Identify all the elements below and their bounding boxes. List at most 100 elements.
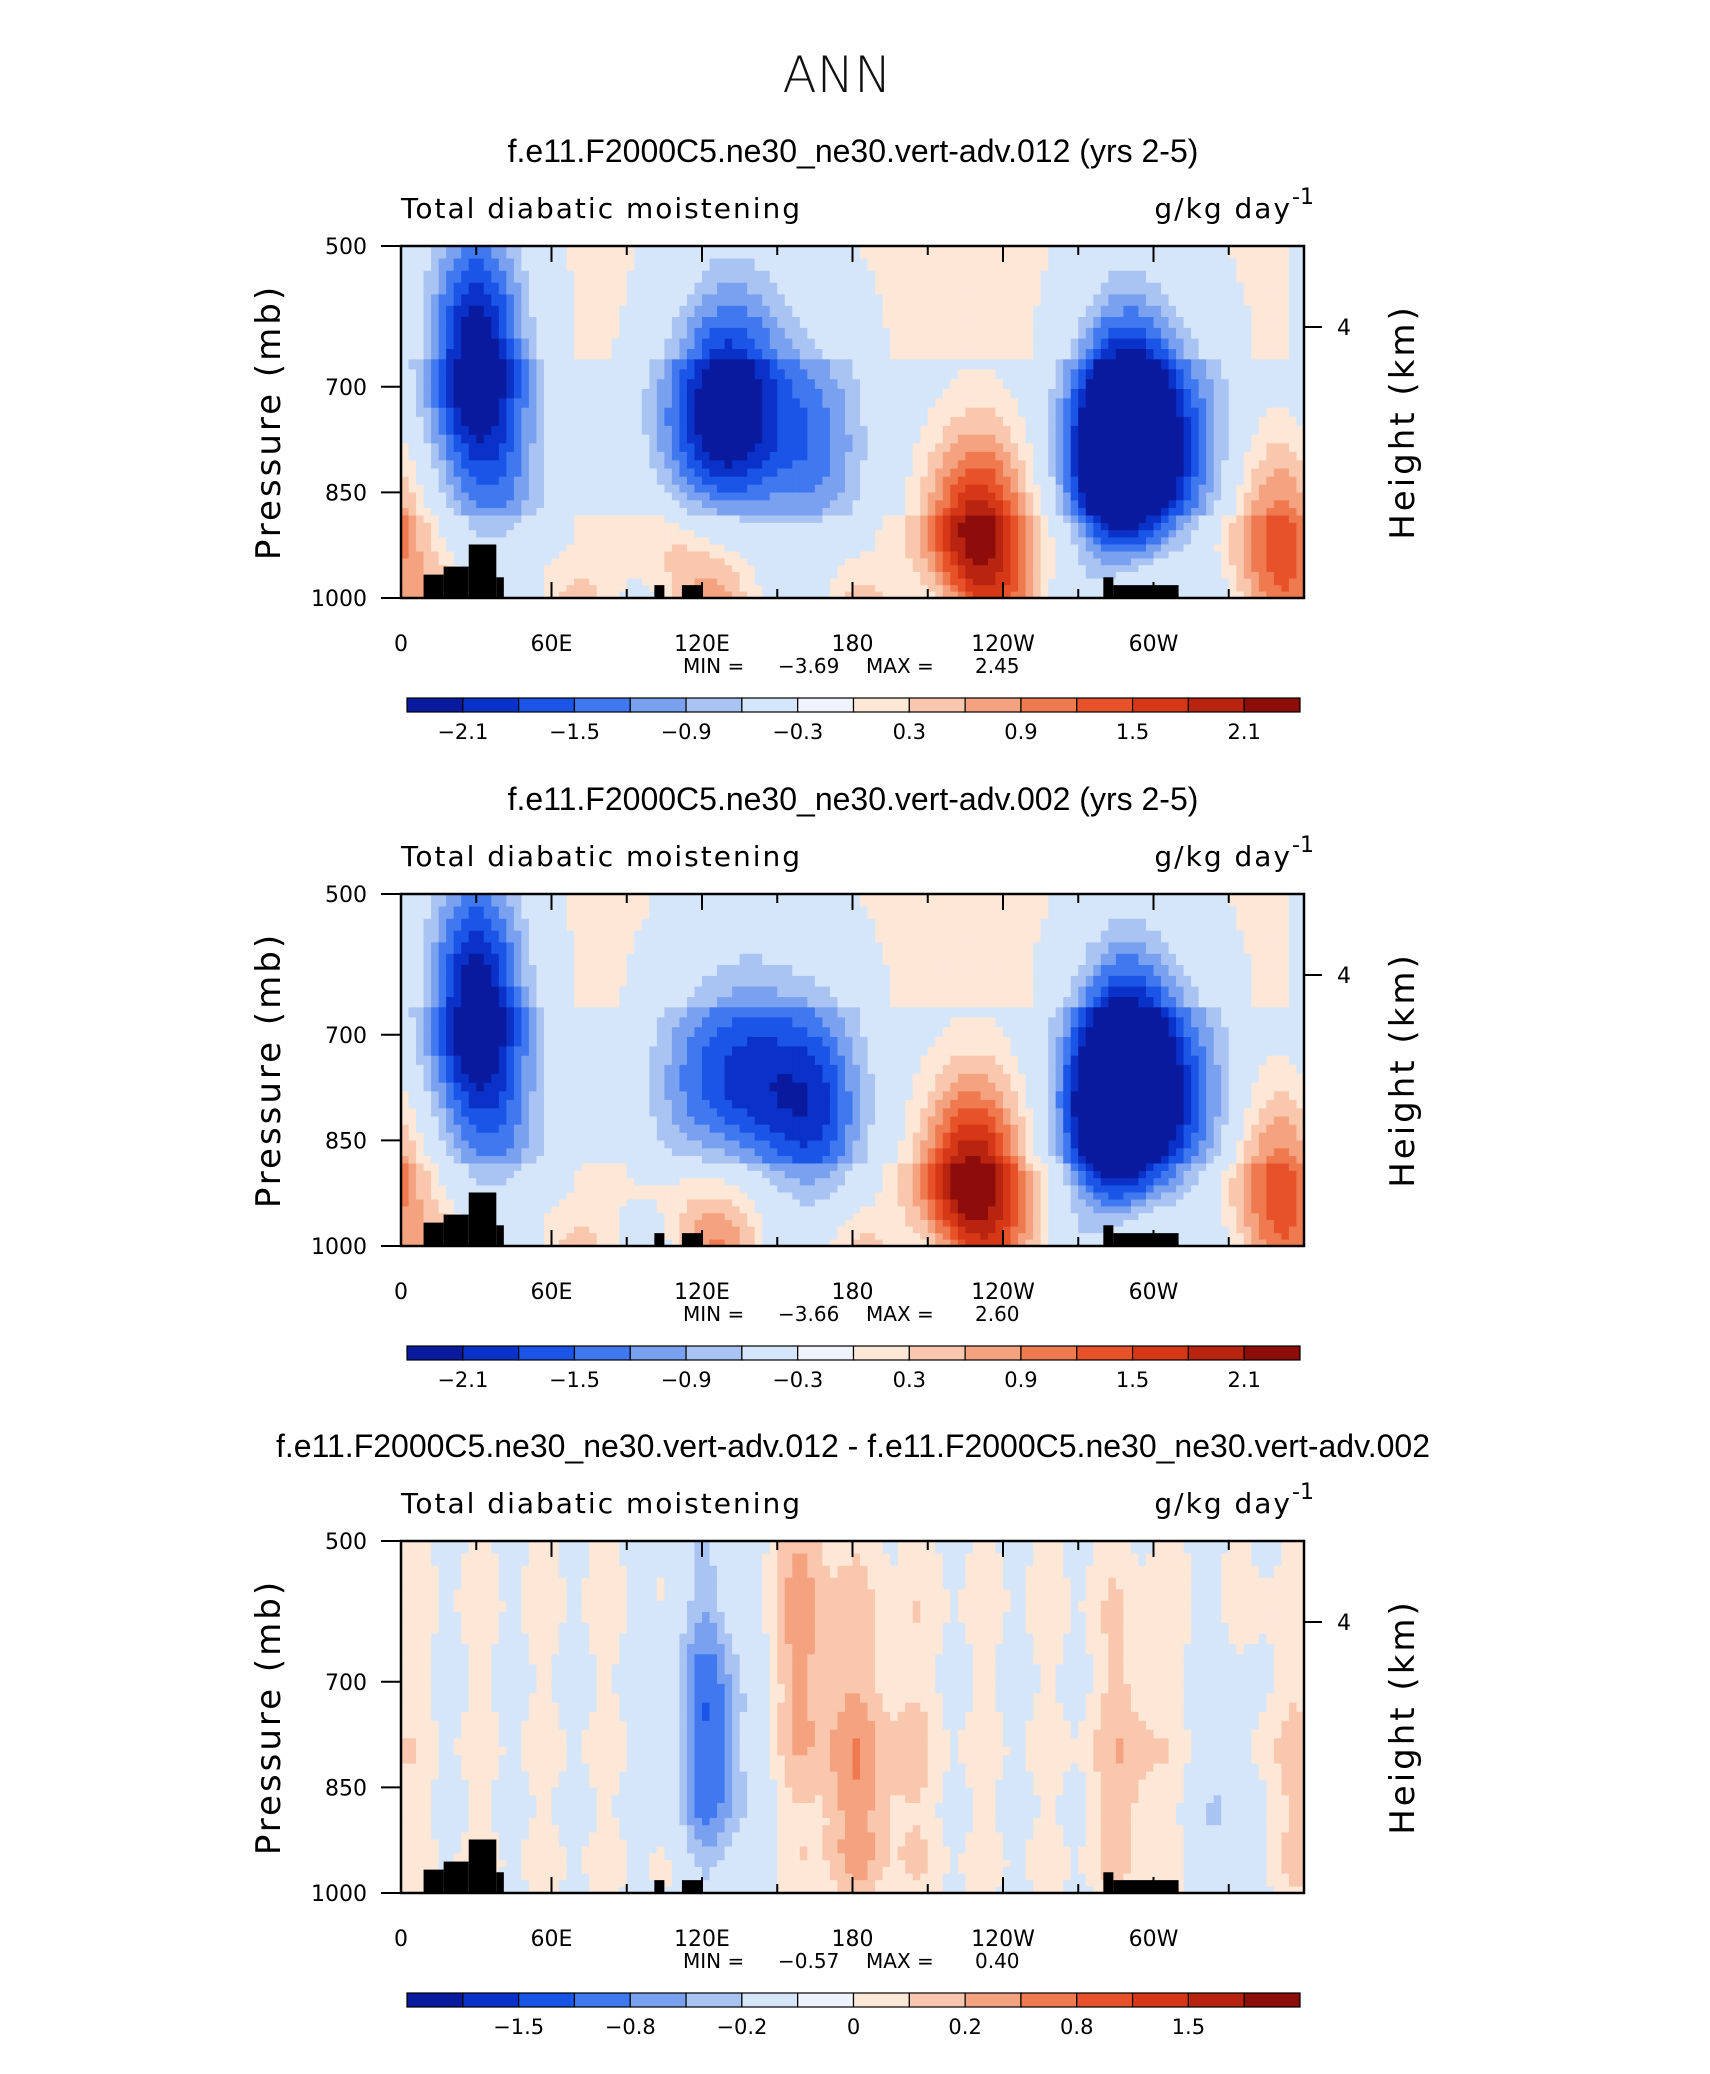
heatmap-cell [1063,416,1072,427]
heatmap-cell [686,434,696,444]
heatmap-cell [641,369,650,380]
heatmap-cell [732,349,741,360]
heatmap-cell [1010,388,1019,399]
heatmap-cell [498,551,507,560]
heatmap-cell [1168,484,1177,494]
heatmap-cell [935,507,944,517]
heatmap-cell [935,544,944,553]
heatmap-cell [927,416,936,427]
heatmap-cell [1153,515,1162,524]
heatmap-cell [574,551,583,560]
heatmap-cell [792,316,801,329]
heatmap-cell [747,379,756,390]
heatmap-cell [1055,484,1064,494]
heatmap-cell [844,349,854,360]
heatmap-cell [1100,492,1109,501]
heatmap-cell [732,492,741,501]
heatmap-cell [747,544,756,553]
heatmap-cell [754,544,763,553]
heatmap-cell [724,379,733,390]
heatmap-cell [799,270,808,284]
heatmap-cell [754,294,763,307]
heatmap-cell [438,359,447,370]
heatmap-cell [769,434,778,444]
heatmap-cell [927,544,936,553]
heatmap-cell [1033,270,1042,284]
heatmap-cell [1183,451,1192,461]
heatmap-cell [1281,460,1290,470]
heatmap-cell [589,359,598,370]
heatmap-cell [950,398,959,409]
heatmap-cell [1100,451,1109,461]
heatmap-cell [1085,294,1094,307]
heatmap-cell [694,425,703,436]
heatmap-cell [875,327,884,340]
heatmap-cell [762,294,771,307]
heatmap-cell [1273,515,1283,524]
heatmap-cell [634,585,643,593]
heatmap-cell [1273,388,1283,399]
heatmap-cell [942,369,951,380]
heatmap-cell [1018,305,1027,318]
heatmap-cell [401,515,410,524]
heatmap-cell [551,468,560,478]
heatmap-cell [1010,416,1019,427]
heatmap-cell [942,537,951,546]
heatmap-cell [912,558,921,566]
heatmap-cell [401,359,410,370]
heatmap-cell [1115,388,1125,399]
heatmap-cell [1055,578,1064,586]
heatmap-cell [1198,451,1207,461]
heatmap-cell [589,492,598,501]
heatmap-cell [852,591,861,599]
heatmap-cell [679,515,688,524]
heatmap-cell [1078,425,1087,436]
heatmap-cell [717,379,726,390]
heatmap-cell [416,416,425,427]
heatmap-cell [536,571,545,580]
heatmap-cell [972,537,982,546]
heatmap-cell [1078,294,1087,307]
heatmap-cell [1243,571,1252,580]
heatmap-cell [1018,282,1027,295]
heatmap-cell [574,416,583,427]
heatmap-cell [446,270,455,284]
heatmap-cell [513,407,522,418]
heatmap-cell [1281,316,1290,329]
heatmap-cell [1093,515,1102,524]
heatmap-cell [1281,558,1290,566]
heatmap-cell [1168,369,1177,380]
heatmap-cell [1145,349,1155,360]
heatmap-cell [1273,369,1283,380]
heatmap-cell [1010,460,1019,470]
heatmap-cell [1288,571,1298,580]
y-tick-label: 700 [325,376,367,401]
heatmap-cell [1243,544,1252,553]
heatmap-cell [732,316,741,329]
heatmap-cell [980,294,989,307]
heatmap-cell [1033,551,1042,560]
heatmap-cell [882,416,891,427]
heatmap-cell [1070,294,1079,307]
heatmap-cell [671,492,681,501]
heatmap-cell [566,246,575,260]
heatmap-cell [867,327,876,340]
heatmap-cell [1258,530,1267,538]
heatmap-cell [860,537,869,546]
heatmap-cell [1048,425,1057,436]
heatmap-cell [890,316,899,329]
heatmap-cell [1206,282,1215,295]
heatmap-cell [1033,571,1042,580]
heatmap-cell [1055,537,1064,546]
heatmap-cell [747,327,756,340]
heatmap-cell [1025,282,1034,295]
heatmap-cell [1130,530,1140,538]
heatmap-cell [1296,515,1305,524]
heatmap-cell [506,407,515,418]
heatmap-cell [641,468,650,478]
heatmap-cell [875,507,884,517]
heatmap-cell [762,468,771,478]
heatmap-cell [1093,294,1102,307]
heatmap-cell [1168,338,1177,350]
heatmap-cell [1183,246,1192,260]
